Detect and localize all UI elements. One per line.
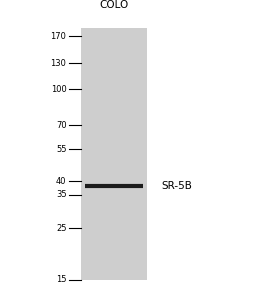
Bar xyxy=(81,28,147,280)
Text: 55: 55 xyxy=(56,145,67,154)
Text: 170: 170 xyxy=(51,32,67,41)
Text: 15: 15 xyxy=(56,275,67,284)
Text: 70: 70 xyxy=(56,121,67,130)
Text: 35: 35 xyxy=(56,190,67,199)
Text: SR-5B: SR-5B xyxy=(162,182,193,191)
Text: 130: 130 xyxy=(51,58,67,68)
Text: 100: 100 xyxy=(51,85,67,94)
Text: COLO: COLO xyxy=(100,0,129,10)
Text: 40: 40 xyxy=(56,177,67,186)
Text: 25: 25 xyxy=(56,224,67,233)
